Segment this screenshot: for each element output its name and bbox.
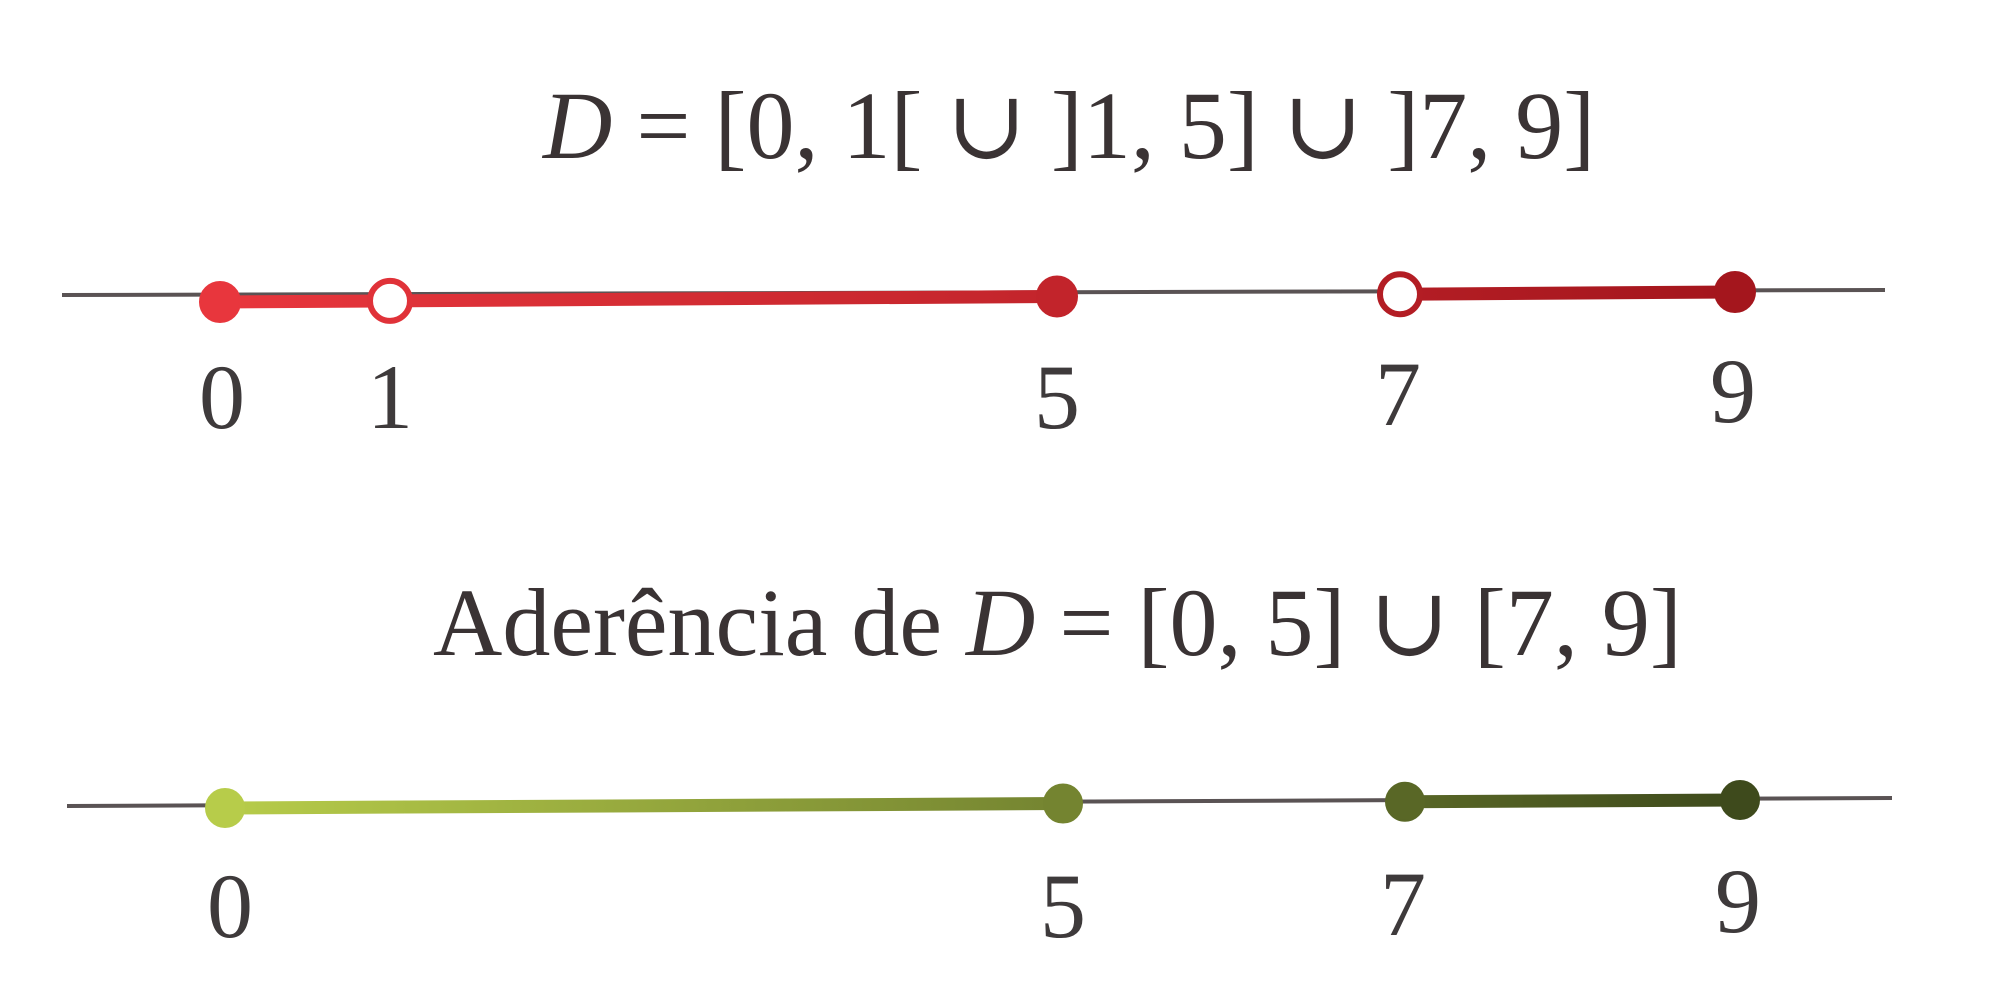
closed-endpoint [205,788,245,828]
figure-aderencia: Aderência de D = [0, 5] ∪ [7, 9] 0 5 7 9 [66,569,1893,957]
interval-segment [218,797,1070,815]
ticks-d: 0 1 5 7 9 [199,340,1756,448]
tick-label: 5 [1040,855,1086,957]
formula-d: D = [0, 1[ ∪ ]1, 5] ∪ ]7, 9] [541,72,1595,179]
tick-label: 9 [1710,340,1756,442]
closed-endpoint [1036,275,1078,318]
segments-d [213,285,1742,309]
closed-endpoint [1385,781,1425,822]
tick-label: 7 [1375,343,1421,445]
formula-d-rest: = [0, 1[ ∪ ]1, 5] ∪ ]7, 9] [612,72,1595,179]
closed-endpoint [1720,780,1760,820]
ticks-aderencia: 0 5 7 9 [207,850,1761,957]
closed-endpoint [1043,783,1083,824]
tick-label: 0 [207,855,253,957]
tick-label: 1 [367,346,413,448]
tick-label: 5 [1034,346,1080,448]
points-aderencia [205,780,1760,828]
tick-label: 9 [1715,850,1761,952]
figure-d: D = [0, 1[ ∪ ]1, 5] ∪ ]7, 9] 0 1 5 7 9 [61,72,1886,448]
points-d [199,271,1756,324]
interval-segment [383,289,1064,308]
closed-endpoint [1714,271,1756,313]
formula-aderencia-prefix: Aderência de [433,569,966,676]
tick-label: 7 [1380,853,1426,955]
formula-aderencia: Aderência de D = [0, 5] ∪ [7, 9] [433,569,1682,676]
open-endpoint [1377,271,1423,318]
formula-aderencia-rest: = [0, 5] ∪ [7, 9] [1035,569,1681,676]
interval-segment [213,294,397,309]
tick-label: 0 [199,346,245,448]
interval-segment [1398,793,1747,809]
interval-segment [1393,285,1742,301]
open-endpoint [367,277,413,324]
formula-d-var: D [541,72,612,179]
segments-aderencia [218,793,1747,815]
closed-endpoint [199,281,241,323]
formula-aderencia-var: D [964,569,1035,676]
